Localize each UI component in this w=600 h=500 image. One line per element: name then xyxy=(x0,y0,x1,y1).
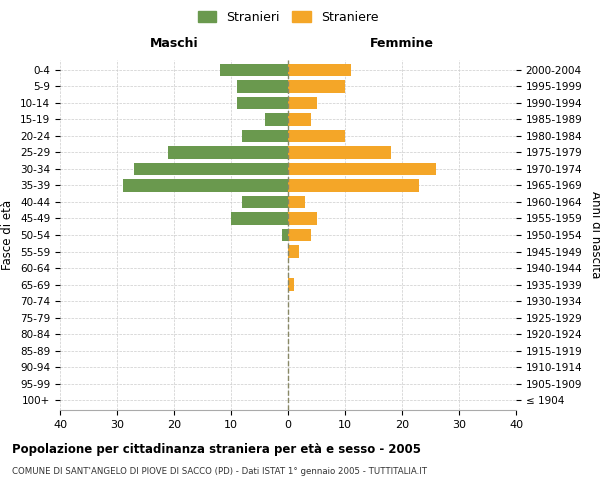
Y-axis label: Fasce di età: Fasce di età xyxy=(1,200,14,270)
Text: Popolazione per cittadinanza straniera per età e sesso - 2005: Popolazione per cittadinanza straniera p… xyxy=(12,442,421,456)
Bar xyxy=(168,146,288,158)
Bar xyxy=(288,278,294,290)
Bar xyxy=(231,212,288,224)
Y-axis label: Anni di nascita: Anni di nascita xyxy=(589,192,600,278)
Bar xyxy=(134,163,288,175)
Bar xyxy=(122,180,288,192)
Bar xyxy=(288,146,391,158)
Text: Maschi: Maschi xyxy=(149,37,199,50)
Bar xyxy=(288,163,436,175)
Bar xyxy=(236,96,288,109)
Bar xyxy=(288,96,317,109)
Bar xyxy=(288,80,345,92)
Bar xyxy=(242,130,288,142)
Bar xyxy=(288,130,345,142)
Text: COMUNE DI SANT'ANGELO DI PIOVE DI SACCO (PD) - Dati ISTAT 1° gennaio 2005 - TUTT: COMUNE DI SANT'ANGELO DI PIOVE DI SACCO … xyxy=(12,468,427,476)
Bar xyxy=(265,113,288,126)
Bar xyxy=(288,196,305,208)
Bar xyxy=(283,229,288,241)
Bar xyxy=(288,212,317,224)
Text: Femmine: Femmine xyxy=(370,37,434,50)
Bar xyxy=(288,113,311,126)
Bar xyxy=(242,196,288,208)
Bar xyxy=(288,246,299,258)
Bar xyxy=(288,64,350,76)
Bar xyxy=(236,80,288,92)
Bar xyxy=(288,180,419,192)
Bar xyxy=(220,64,288,76)
Bar xyxy=(288,229,311,241)
Legend: Stranieri, Straniere: Stranieri, Straniere xyxy=(194,7,382,28)
